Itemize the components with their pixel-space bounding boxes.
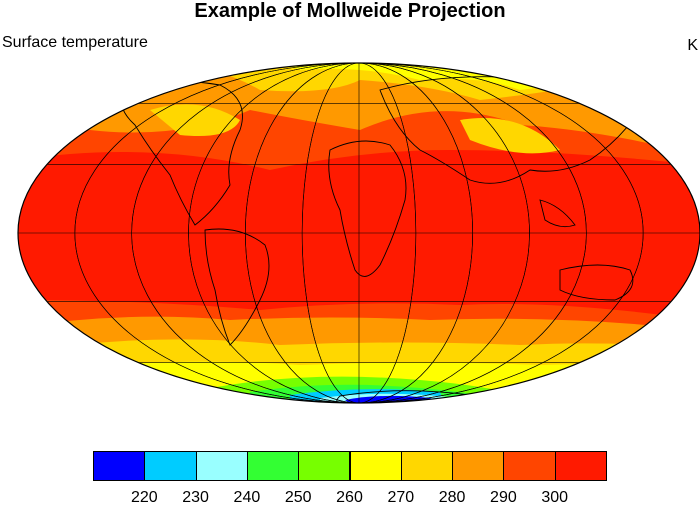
colorbar-tick-label: 240 — [233, 489, 261, 506]
colorbar — [93, 451, 607, 483]
colorbar-swatch — [298, 451, 351, 481]
colorbar-swatch — [195, 451, 248, 481]
colorbar-tick-label: 280 — [438, 489, 466, 506]
colorbar-swatch — [93, 451, 146, 481]
colorbar-swatch — [554, 451, 607, 481]
units-label: K — [687, 37, 698, 54]
colorbar-swatch — [349, 451, 402, 481]
colorbar-swatch — [400, 451, 454, 481]
colorbar-swatch — [452, 451, 505, 481]
colorbar-tick-label: 290 — [490, 489, 517, 506]
colorbar-tick-label: 250 — [284, 489, 312, 506]
plot-title: Example of Mollweide Projection — [194, 0, 506, 22]
map-border — [17, 62, 700, 404]
colorbar-swatch — [503, 451, 556, 481]
colorbar-tick-label: 300 — [541, 489, 569, 506]
colorbar-tick-label: 220 — [130, 489, 158, 506]
colorbar-tick-label: 260 — [336, 489, 363, 506]
colorbar-tick-label: 270 — [387, 489, 415, 506]
colorbar-tick-label: 230 — [182, 489, 209, 506]
colorbar-swatch — [246, 451, 300, 481]
colorbar-swatch — [144, 451, 197, 481]
variable-label: Surface temperature — [2, 34, 148, 51]
